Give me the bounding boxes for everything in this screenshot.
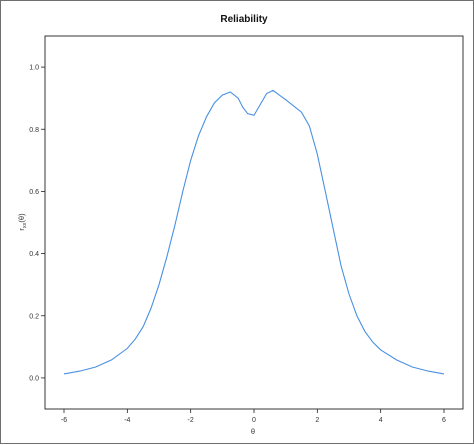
x-tick-label: 6 <box>442 417 446 424</box>
chart-title: Reliability <box>220 14 268 25</box>
y-tick-label: 0.6 <box>29 189 39 196</box>
y-tick-label: 1.0 <box>29 65 39 72</box>
y-tick-label: 0.4 <box>29 251 39 258</box>
x-axis-label: θ <box>251 427 255 436</box>
x-tick-label: -6 <box>61 417 67 424</box>
reliability-curve <box>63 89 445 375</box>
y-axis: 0.0 0.2 0.4 0.6 0.8 1.0 <box>29 65 45 382</box>
x-tick-label: -4 <box>124 417 130 424</box>
y-axis-label-argument: (θ) <box>17 213 26 223</box>
y-axis-label: rxx(θ) <box>17 213 28 231</box>
y-axis-label-main: r <box>17 228 26 231</box>
y-tick-label: 0.0 <box>29 375 39 382</box>
x-tick-label: 2 <box>315 417 319 424</box>
x-tick-label: 0 <box>252 417 256 424</box>
y-axis-label-subscript: xx <box>22 222 28 228</box>
plot-area <box>44 35 464 410</box>
x-tick-label: 4 <box>379 417 383 424</box>
x-axis: -6 -4 -2 0 2 4 6 <box>61 409 446 424</box>
y-tick-label: 0.2 <box>29 313 39 320</box>
y-tick-label: 0.8 <box>29 127 39 134</box>
x-tick-label: -2 <box>188 417 194 424</box>
